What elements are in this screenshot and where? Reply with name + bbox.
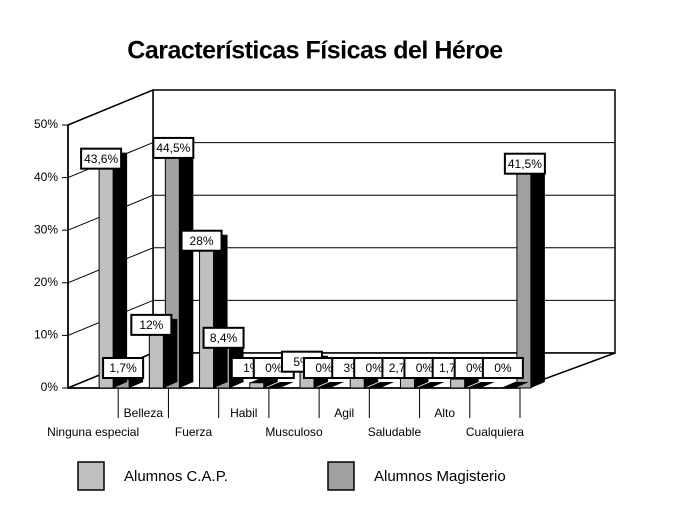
value-label: 0%	[366, 361, 384, 375]
y-tick-label: 30%	[34, 222, 58, 236]
value-label: 43,6%	[84, 152, 118, 166]
bar-side	[263, 376, 278, 388]
x-tick-label: Cualquiera	[466, 425, 524, 439]
bar-top	[466, 382, 495, 388]
bar-top	[316, 382, 344, 388]
bar	[98, 158, 114, 389]
value-label-box	[102, 357, 145, 379]
x-tick-label: Belleza	[124, 406, 164, 420]
bar-side	[530, 163, 545, 388]
bar-side	[113, 152, 128, 388]
value-label-box	[180, 229, 223, 252]
x-tick-label: Alto	[434, 406, 455, 420]
bar-top	[366, 382, 395, 388]
bar-side	[179, 147, 194, 388]
x-tick-label: Agil	[334, 406, 354, 420]
y-tick-label: 40%	[34, 170, 58, 184]
bar-top	[500, 382, 529, 388]
legend-swatch	[77, 461, 105, 491]
bar-top	[265, 382, 294, 388]
bar	[199, 240, 215, 389]
chart-title: Características Físicas del Héroe	[127, 37, 503, 65]
value-label-box	[481, 357, 524, 379]
value-label: 0%	[466, 361, 484, 375]
value-label: 28%	[190, 234, 214, 248]
legend-label: Alumnos Magisterio	[374, 468, 506, 485]
value-label: 0%	[494, 361, 512, 375]
value-label-box	[202, 326, 245, 349]
x-tick-label: Musculoso	[265, 425, 323, 439]
x-tick-label: Habil	[230, 406, 257, 420]
y-tick-label: 0%	[41, 380, 59, 394]
value-label-box	[80, 147, 123, 170]
grid-line	[67, 89, 154, 126]
value-label: 1,7%	[109, 361, 137, 375]
y-tick-label: 10%	[34, 328, 58, 342]
y-tick-label: 50%	[34, 117, 58, 131]
x-tick-label: Fuerza	[175, 425, 213, 439]
x-tick-label: Ninguna especial	[47, 425, 139, 439]
y-tick-label: 20%	[34, 275, 58, 289]
value-label: 8,4%	[210, 331, 238, 345]
bar	[450, 378, 466, 389]
value-label: 44,5%	[156, 141, 190, 155]
value-label: 0%	[265, 361, 283, 375]
value-label: 41,5%	[508, 157, 542, 171]
value-label-box	[130, 313, 173, 336]
bar	[516, 169, 532, 389]
bar-top	[416, 382, 445, 388]
bar	[249, 382, 265, 389]
value-label: 0%	[416, 361, 434, 375]
legend-label: Alumnos C.A.P.	[124, 468, 228, 485]
bar-side	[213, 234, 228, 388]
bar-side	[163, 318, 178, 388]
legend-swatch	[327, 461, 355, 491]
value-label: 0%	[315, 361, 333, 375]
value-label: 12%	[139, 318, 163, 332]
x-tick-label: Saludable	[368, 425, 422, 439]
value-label-box	[152, 136, 195, 159]
value-label-box	[503, 152, 546, 175]
